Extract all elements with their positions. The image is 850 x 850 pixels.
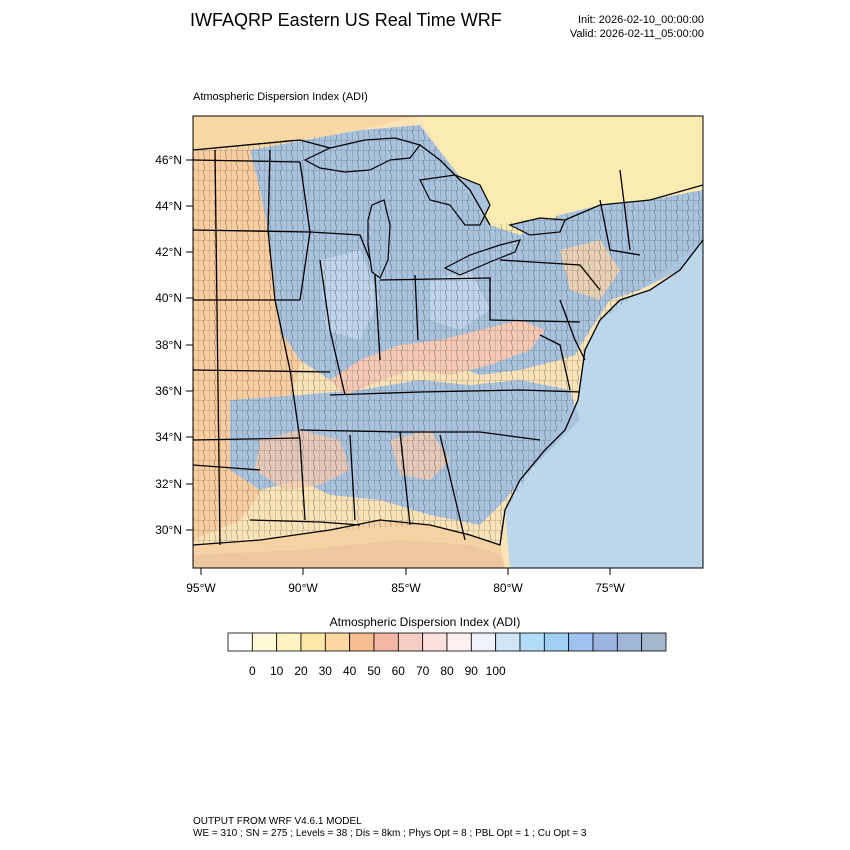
colorbar-swatch (592, 632, 618, 652)
map-frame (192, 115, 704, 569)
colorbar-label: 50 (367, 664, 381, 678)
colorbar-label: 90 (464, 664, 478, 678)
colorbar-swatch (300, 632, 326, 652)
colorbar-label: 100 (485, 664, 506, 678)
footer-config: WE = 310 ; SN = 275 ; Levels = 38 ; Dis … (193, 828, 587, 839)
gulf-of-mexico (193, 540, 505, 568)
colorbar-swatch (227, 632, 253, 652)
colorbar-swatch (276, 632, 302, 652)
valid-time: Valid: 2026-02-11_05:00:00 (569, 28, 704, 40)
map-plot-area (193, 116, 703, 568)
colorbar-swatch (641, 632, 667, 652)
colorbar-swatch (324, 632, 351, 652)
init-time: Init: 2026-02-10_00:00:00 (578, 14, 704, 26)
colorbar-swatch (543, 632, 570, 652)
lon-label-90: 90°W (288, 581, 318, 595)
colorbar-label: 60 (391, 664, 405, 678)
lat-label-40: 40°N (155, 291, 182, 305)
colorbar-label: 80 (440, 664, 454, 678)
colorbar-swatch (616, 632, 643, 652)
colorbar-swatch (446, 632, 472, 652)
colorbar-label: 0 (248, 664, 256, 678)
colorbar-label: 70 (416, 664, 430, 678)
colorbar-swatch (519, 632, 545, 652)
lon-label-80: 80°W (493, 581, 523, 595)
colorbar-label: 10 (270, 664, 284, 678)
lat-label-36: 36°N (155, 384, 182, 398)
plot-title: IWFAQRP Eastern US Real Time WRF (190, 10, 502, 30)
lon-label-95: 95°W (186, 581, 216, 595)
state-boundaries (193, 149, 641, 546)
colorbar-swatch (373, 632, 399, 652)
canada-region (420, 116, 703, 235)
lon-labels: 95°W 90°W 85°W 80°W 75°W (186, 581, 625, 595)
colorbar-swatch (568, 632, 594, 652)
colorbar-swatch (495, 632, 521, 652)
lat-label-32: 32°N (155, 477, 182, 491)
colorbar-label: 20 (294, 664, 308, 678)
atlantic-ocean (505, 240, 703, 568)
field-title: Atmospheric Dispersion Index (ADI) (193, 91, 368, 103)
colorbar-swatch (470, 632, 497, 652)
county-lines (193, 125, 703, 545)
lon-ticks (200, 568, 611, 575)
lat-label-38: 38°N (155, 338, 182, 352)
colorbar-label: 30 (318, 664, 332, 678)
colorbar-swatch (422, 632, 448, 652)
footer-model: OUTPUT FROM WRF V4.6.1 MODEL (193, 816, 362, 827)
lat-labels: 46°N 44°N 42°N 40°N 38°N 36°N 34°N 32°N … (155, 153, 182, 537)
colorbar-swatch (251, 632, 278, 652)
canada-west (193, 116, 420, 150)
lat-label-34: 34°N (155, 430, 182, 444)
colorbar-title: Atmospheric Dispersion Index (ADI) (329, 615, 521, 629)
coastline (193, 239, 703, 546)
lat-label-44: 44°N (155, 199, 182, 213)
lon-label-75: 75°W (595, 581, 625, 595)
lat-label-46: 46°N (155, 153, 182, 167)
lat-ticks (186, 159, 193, 531)
lon-label-85: 85°W (391, 581, 421, 595)
colorbar-swatch (397, 632, 424, 652)
colorbar-swatch (349, 632, 375, 652)
colorbar-label: 40 (343, 664, 357, 678)
lat-label-42: 42°N (155, 245, 182, 259)
canada-border (193, 139, 703, 226)
colorbar (227, 632, 667, 652)
lat-label-30: 30°N (155, 523, 182, 537)
